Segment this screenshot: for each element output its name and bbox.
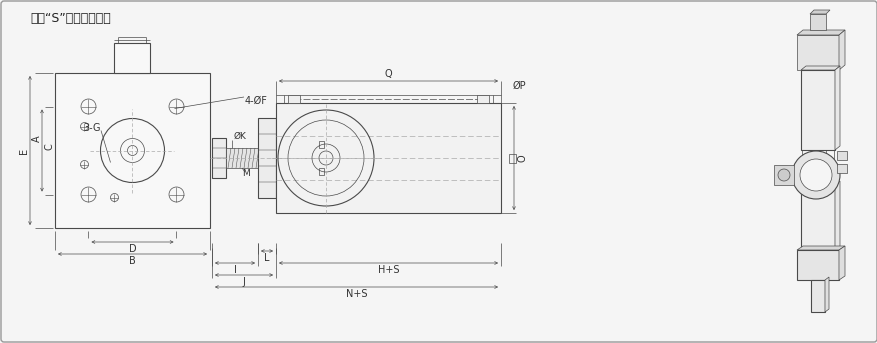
- Bar: [225, 148, 258, 168]
- Bar: [258, 118, 275, 198]
- Bar: [55, 73, 210, 228]
- Text: N+S: N+S: [346, 289, 367, 299]
- Text: L: L: [264, 253, 269, 263]
- Text: B: B: [129, 256, 136, 266]
- Bar: [476, 95, 488, 103]
- Bar: [810, 280, 824, 312]
- Polygon shape: [834, 66, 839, 150]
- Bar: [796, 35, 838, 70]
- Polygon shape: [824, 277, 828, 312]
- Bar: [796, 250, 838, 280]
- Polygon shape: [838, 246, 844, 280]
- Text: M: M: [242, 169, 250, 178]
- Bar: [800, 70, 834, 150]
- Circle shape: [791, 151, 839, 199]
- Text: A: A: [32, 135, 42, 142]
- Text: ØP: ØP: [511, 81, 525, 91]
- Polygon shape: [838, 30, 844, 70]
- Bar: [809, 14, 825, 30]
- Text: 3-G: 3-G: [83, 123, 100, 133]
- Text: C: C: [45, 143, 55, 150]
- Polygon shape: [809, 10, 829, 14]
- Bar: [275, 103, 501, 213]
- Bar: [800, 185, 834, 250]
- Polygon shape: [796, 30, 844, 35]
- Bar: [211, 138, 225, 178]
- Bar: [836, 151, 846, 160]
- Bar: [288, 95, 300, 103]
- Bar: [318, 141, 324, 148]
- Circle shape: [777, 169, 789, 181]
- Polygon shape: [834, 181, 839, 250]
- Bar: [114, 43, 150, 73]
- Circle shape: [799, 159, 831, 191]
- Text: J: J: [242, 277, 246, 287]
- Bar: [774, 165, 793, 185]
- Text: E: E: [19, 147, 29, 154]
- Text: Q: Q: [384, 69, 392, 79]
- Polygon shape: [800, 66, 839, 70]
- Text: D: D: [129, 244, 136, 254]
- Text: 4-ØF: 4-ØF: [245, 96, 267, 106]
- Text: H+S: H+S: [377, 265, 399, 275]
- Text: 注：“S”為缸的總行程: 注：“S”為缸的總行程: [30, 12, 111, 24]
- Polygon shape: [796, 246, 844, 250]
- Bar: [509, 154, 516, 163]
- Bar: [318, 168, 324, 175]
- Text: I: I: [233, 265, 236, 275]
- Text: O: O: [517, 154, 527, 162]
- Text: ØK: ØK: [233, 131, 246, 141]
- Bar: [836, 164, 846, 173]
